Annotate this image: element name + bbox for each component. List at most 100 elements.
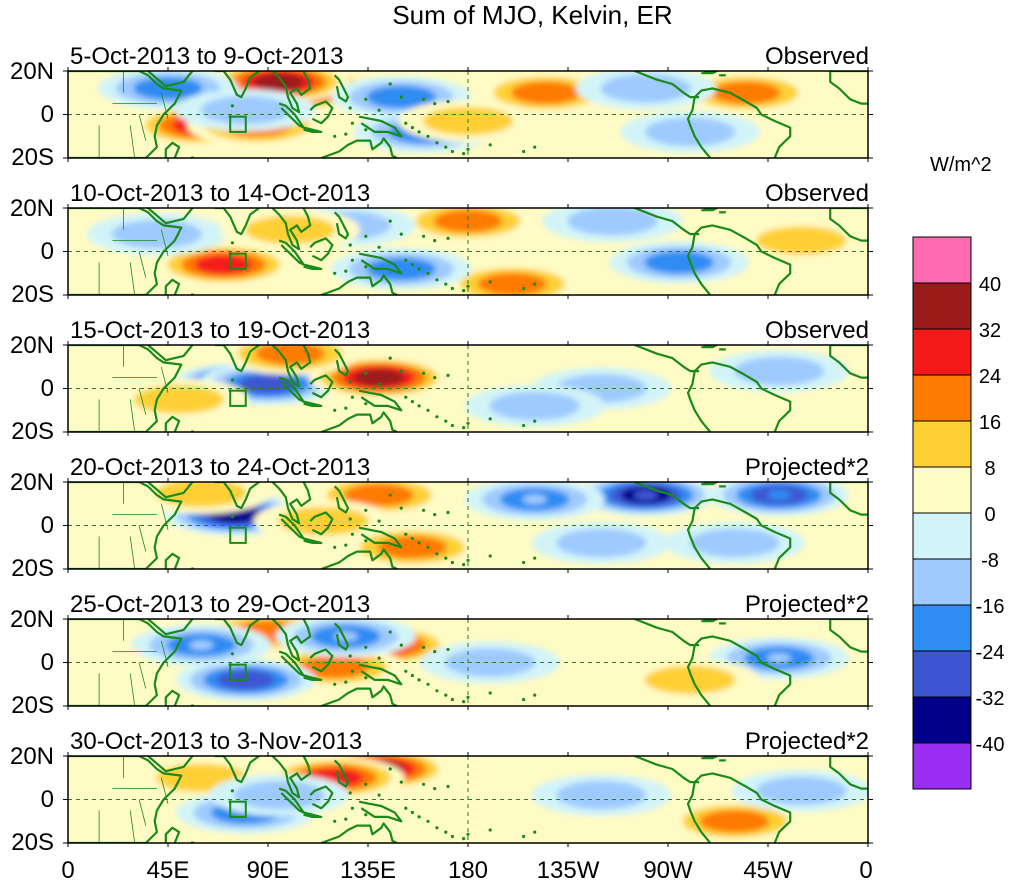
- map-panel: [63, 204, 873, 299]
- island: [522, 697, 526, 702]
- colorbar-swatch: [912, 512, 972, 560]
- coastline: [68, 619, 183, 706]
- island: [426, 819, 430, 823]
- coastline: [309, 100, 334, 125]
- coastline: [303, 263, 323, 270]
- island: [446, 510, 450, 515]
- lon-label-0: 0: [61, 857, 75, 884]
- colorbar-swatch: [912, 236, 972, 284]
- reference-box: [229, 800, 247, 818]
- island: [522, 423, 526, 428]
- island: [350, 806, 354, 810]
- island: [444, 282, 448, 286]
- island: [333, 408, 337, 412]
- coastline: [164, 278, 181, 295]
- island: [422, 782, 426, 786]
- coastline: [358, 389, 403, 412]
- coastline: [701, 71, 719, 75]
- colorbar-unit: W/m^2: [930, 154, 992, 176]
- coastline: [303, 400, 323, 407]
- island: [348, 654, 352, 658]
- lat-label-20n: 20N: [9, 743, 54, 770]
- island: [488, 143, 492, 147]
- coastline: [693, 87, 792, 158]
- island: [350, 395, 354, 399]
- island: [435, 141, 439, 145]
- anomaly-field: [109, 345, 850, 427]
- island: [444, 145, 448, 149]
- island: [230, 104, 234, 108]
- country-border: [129, 673, 136, 706]
- coastline: [634, 482, 700, 510]
- map-panel: [63, 478, 873, 573]
- island: [426, 408, 430, 412]
- island: [350, 258, 354, 262]
- coastline: [693, 224, 792, 295]
- lon-label-45e: 45E: [146, 857, 190, 884]
- anomaly-core: [256, 627, 280, 637]
- island: [435, 552, 439, 556]
- island: [462, 837, 466, 841]
- lat-label-eq: 0: [40, 101, 54, 128]
- coastline: [147, 345, 194, 362]
- coastline: [686, 233, 712, 295]
- island: [422, 371, 426, 375]
- island: [446, 647, 450, 652]
- anomaly-core: [722, 816, 747, 827]
- coastline: [686, 644, 712, 706]
- anomaly-core: [589, 383, 614, 394]
- island: [410, 126, 414, 130]
- map-panel: [63, 615, 873, 710]
- island: [417, 541, 421, 545]
- coastline: [634, 71, 700, 99]
- coastlines: [68, 482, 868, 569]
- coastline: [147, 482, 194, 499]
- lat-label-eq: 0: [40, 512, 54, 539]
- coastline: [271, 482, 312, 525]
- coastline: [164, 826, 181, 843]
- lat-label-20s: 20S: [11, 281, 54, 308]
- coastline: [634, 756, 700, 784]
- island: [193, 159, 196, 162]
- panel-2-kind: Observed: [764, 180, 869, 207]
- island: [410, 400, 414, 404]
- island: [388, 219, 392, 223]
- coastline: [333, 348, 350, 377]
- island: [404, 532, 408, 536]
- lon-label-135w: 135W: [536, 857, 600, 884]
- island: [462, 152, 466, 156]
- colorbar-swatch: [912, 604, 972, 652]
- island: [344, 269, 348, 273]
- island: [410, 810, 414, 815]
- anomaly-core: [189, 487, 214, 498]
- island: [410, 536, 414, 541]
- colorbar: [912, 236, 972, 790]
- anomaly-core: [789, 235, 814, 246]
- coastline: [214, 619, 260, 647]
- island: [344, 406, 348, 410]
- coastlines: [68, 208, 868, 295]
- coastline: [147, 756, 194, 773]
- lat-label-eq: 0: [40, 375, 54, 402]
- island: [344, 543, 348, 547]
- colorbar-tick-label: -24: [975, 642, 1005, 664]
- map-panel: [63, 752, 873, 847]
- colorbar-tick-label: 16: [978, 412, 1002, 434]
- island: [364, 782, 368, 786]
- island: [364, 813, 368, 817]
- island: [426, 682, 430, 686]
- island: [522, 149, 526, 154]
- coastline: [634, 208, 700, 236]
- coastline: [303, 674, 323, 682]
- coastline: [686, 370, 712, 432]
- island: [466, 695, 470, 699]
- coastline: [303, 537, 323, 545]
- coastline: [333, 759, 350, 788]
- country-border: [138, 114, 147, 141]
- coastline: [693, 498, 792, 569]
- colorbar-swatch: [912, 466, 972, 514]
- colorbar-tick-label: -8: [981, 550, 999, 572]
- island: [333, 819, 337, 823]
- country-border: [138, 662, 147, 689]
- island: [410, 263, 414, 267]
